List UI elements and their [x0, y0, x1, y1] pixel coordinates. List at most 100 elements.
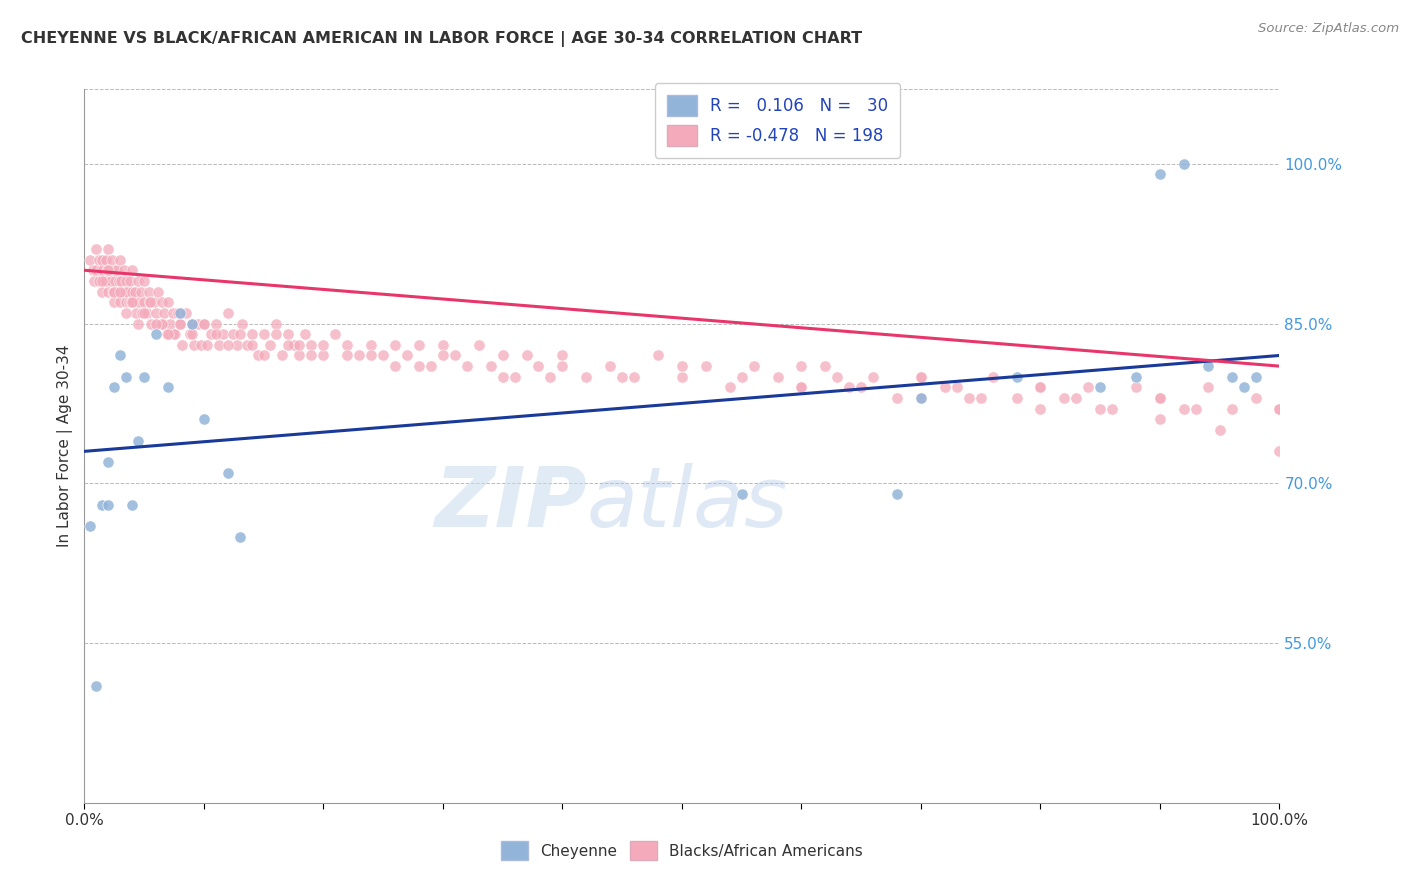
Point	[197, 338, 219, 352]
Point	[125, 306, 148, 320]
Point	[150, 295, 173, 310]
Point	[107, 285, 129, 299]
Point	[124, 285, 146, 299]
Point	[981, 369, 1004, 384]
Point	[1005, 391, 1028, 405]
Point	[117, 285, 139, 299]
Point	[1101, 401, 1123, 416]
Point	[93, 263, 115, 277]
Point	[946, 380, 969, 394]
Point	[132, 369, 156, 384]
Point	[1268, 401, 1291, 416]
Point	[149, 317, 172, 331]
Point	[766, 369, 789, 384]
Point	[540, 369, 562, 384]
Point	[142, 295, 165, 310]
Point	[1149, 412, 1171, 426]
Point	[253, 327, 276, 342]
Point	[396, 349, 419, 363]
Point	[217, 338, 239, 352]
Point	[503, 369, 526, 384]
Point	[432, 338, 454, 352]
Point	[127, 434, 149, 448]
Point	[132, 306, 156, 320]
Point	[264, 327, 287, 342]
Point	[129, 285, 152, 299]
Point	[108, 274, 131, 288]
Point	[1077, 380, 1099, 394]
Point	[110, 274, 132, 288]
Point	[97, 263, 120, 277]
Point	[910, 391, 932, 405]
Point	[174, 306, 197, 320]
Point	[205, 327, 228, 342]
Point	[98, 263, 121, 277]
Point	[827, 369, 849, 384]
Point	[575, 369, 598, 384]
Point	[862, 369, 884, 384]
Point	[1029, 380, 1052, 394]
Point	[253, 349, 276, 363]
Y-axis label: In Labor Force | Age 30-34: In Labor Force | Age 30-34	[58, 344, 73, 548]
Point	[1029, 380, 1052, 394]
Point	[94, 252, 117, 267]
Point	[103, 263, 125, 277]
Point	[162, 306, 184, 320]
Point	[1197, 380, 1219, 394]
Point	[111, 285, 134, 299]
Point	[551, 359, 574, 373]
Point	[110, 349, 132, 363]
Point	[1185, 401, 1208, 416]
Point	[1029, 401, 1052, 416]
Point	[121, 498, 143, 512]
Point	[1173, 157, 1195, 171]
Point	[83, 274, 105, 288]
Point	[288, 349, 311, 363]
Point	[790, 380, 813, 394]
Point	[87, 252, 110, 267]
Point	[1005, 369, 1028, 384]
Point	[112, 263, 135, 277]
Point	[121, 295, 143, 310]
Point	[612, 369, 634, 384]
Point	[718, 380, 741, 394]
Point	[910, 391, 932, 405]
Point	[1173, 401, 1195, 416]
Point	[1125, 369, 1147, 384]
Point	[444, 349, 467, 363]
Point	[492, 369, 515, 384]
Point	[181, 317, 204, 331]
Point	[731, 487, 754, 501]
Point	[217, 306, 239, 320]
Point	[790, 380, 813, 394]
Point	[468, 338, 491, 352]
Point	[205, 317, 228, 331]
Point	[886, 391, 908, 405]
Point	[479, 359, 502, 373]
Point	[135, 306, 157, 320]
Point	[1209, 423, 1232, 437]
Point	[910, 369, 932, 384]
Point	[527, 359, 550, 373]
Point	[105, 263, 128, 277]
Point	[1268, 444, 1291, 458]
Point	[86, 679, 108, 693]
Point	[91, 285, 114, 299]
Point	[91, 252, 114, 267]
Point	[270, 349, 292, 363]
Point	[97, 285, 120, 299]
Point	[240, 338, 263, 352]
Point	[181, 317, 204, 331]
Point	[1149, 168, 1171, 182]
Point	[101, 252, 124, 267]
Point	[301, 338, 323, 352]
Point	[208, 338, 231, 352]
Point	[100, 274, 122, 288]
Point	[132, 295, 156, 310]
Point	[1053, 391, 1076, 405]
Point	[236, 338, 259, 352]
Point	[165, 327, 187, 342]
Point	[516, 349, 538, 363]
Point	[128, 295, 150, 310]
Point	[200, 327, 222, 342]
